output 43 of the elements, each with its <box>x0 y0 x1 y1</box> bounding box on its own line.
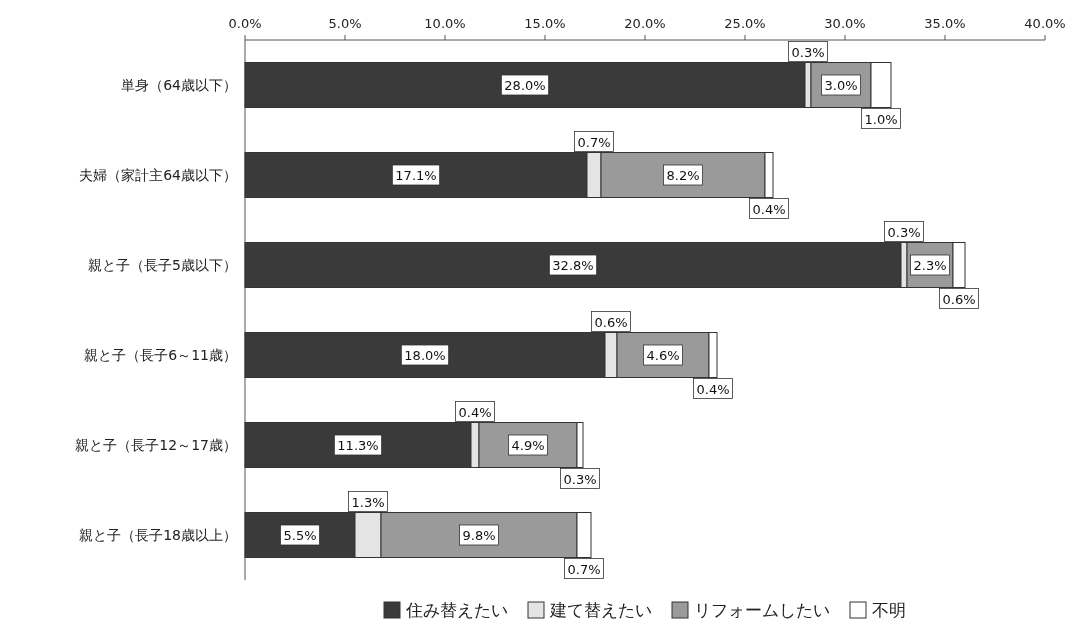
x-tick-label: 10.0% <box>424 16 466 31</box>
x-tick-label: 35.0% <box>924 16 966 31</box>
y-tick-label: 親と子（長子6～11歳） <box>84 347 237 363</box>
data-label: 9.8% <box>462 528 496 543</box>
y-tick-label: 親と子（長子12～17歳） <box>75 437 237 453</box>
data-label: 28.0% <box>504 78 546 93</box>
data-label: 0.4% <box>696 381 730 397</box>
data-label: 4.9% <box>511 438 545 453</box>
data-label: 1.3% <box>351 494 385 510</box>
x-tick-label: 40.0% <box>1024 16 1066 31</box>
x-tick-label: 25.0% <box>724 16 766 31</box>
data-label: 17.1% <box>395 168 437 183</box>
data-label: 0.4% <box>458 404 492 420</box>
data-label: 11.3% <box>337 438 379 453</box>
data-label: 0.6% <box>594 314 628 330</box>
data-label: 2.3% <box>913 258 947 273</box>
legend-label: 不明 <box>872 600 906 620</box>
data-label: 0.6% <box>942 291 976 307</box>
x-tick-label: 15.0% <box>524 16 566 31</box>
data-label: 0.4% <box>752 201 786 217</box>
data-label: 3.0% <box>824 78 858 93</box>
x-tick-label: 20.0% <box>624 16 666 31</box>
data-label: 18.0% <box>404 348 446 363</box>
data-label: 4.6% <box>646 348 680 363</box>
data-label: 32.8% <box>552 258 594 273</box>
y-tick-label: 親と子（長子5歳以下） <box>88 257 237 273</box>
x-tick-label: 0.0% <box>228 16 262 31</box>
legend-label: リフォームしたい <box>694 600 830 620</box>
y-tick-label: 単身（64歳以下） <box>121 77 237 93</box>
data-label: 5.5% <box>283 528 317 543</box>
legend-label: 建て替えたい <box>549 600 652 620</box>
data-label: 0.7% <box>577 134 611 150</box>
y-tick-label: 夫婦（家計主64歳以下） <box>79 167 237 183</box>
y-tick-label: 親と子（長子18歳以上） <box>79 527 237 543</box>
legend-label: 住み替えたい <box>405 600 508 620</box>
data-label: 0.7% <box>567 561 601 577</box>
data-label: 0.3% <box>563 471 597 487</box>
data-label: 0.3% <box>791 44 825 60</box>
x-tick-label: 5.0% <box>328 16 362 31</box>
data-label: 8.2% <box>666 168 700 183</box>
data-label: 0.3% <box>887 224 921 240</box>
data-label: 1.0% <box>864 111 898 127</box>
x-tick-label: 30.0% <box>824 16 866 31</box>
